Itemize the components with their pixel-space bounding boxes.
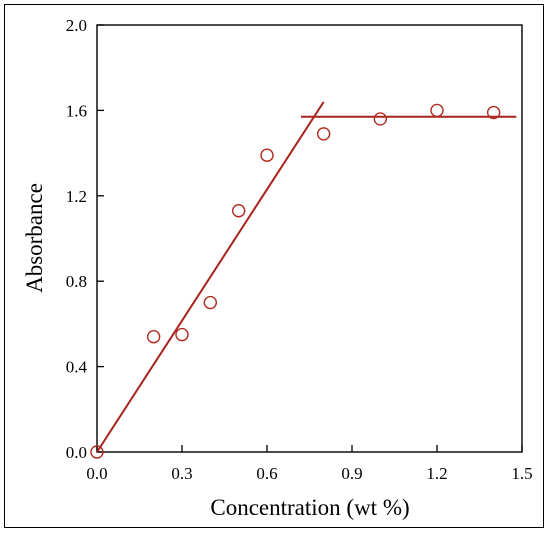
y-tick-label: 0.4 — [66, 358, 88, 377]
y-tick-label: 2.0 — [66, 16, 87, 35]
x-tick-label: 1.5 — [511, 464, 532, 483]
data-point — [203, 295, 218, 310]
x-tick-label: 0.0 — [86, 464, 107, 483]
x-tick-label: 0.9 — [341, 464, 362, 483]
data-point — [90, 445, 104, 459]
data-point — [373, 112, 388, 126]
fit-line — [96, 101, 325, 453]
x-axis-title: Concentration (wt %) — [210, 495, 409, 520]
plot-area — [96, 24, 523, 453]
x-axis-ticks: 0.0 0.3 0.6 0.9 1.2 1.5 — [86, 445, 533, 483]
fit-lines — [96, 101, 517, 453]
data-point — [231, 204, 246, 218]
x-tick-label: 0.3 — [171, 464, 192, 483]
plot-border — [96, 24, 523, 453]
data-point — [316, 127, 331, 141]
chart-frame — [4, 4, 544, 528]
y-axis-title: Absorbance — [22, 183, 47, 293]
x-tick-label: 0.6 — [256, 464, 277, 483]
x-tick-label: 1.2 — [426, 464, 447, 483]
y-tick-label: 1.6 — [66, 101, 87, 120]
data-point — [260, 148, 274, 162]
data-points — [90, 103, 501, 459]
y-tick-label: 0.0 — [66, 443, 87, 462]
data-point — [175, 327, 189, 342]
data-point — [146, 330, 161, 344]
y-tick-label: 1.2 — [66, 187, 87, 206]
data-point — [486, 105, 501, 120]
data-point — [430, 103, 444, 118]
y-axis-ticks: 0.0 0.4 0.8 1.2 1.6 2.0 — [66, 16, 104, 462]
y-tick-label: 0.8 — [66, 272, 87, 291]
